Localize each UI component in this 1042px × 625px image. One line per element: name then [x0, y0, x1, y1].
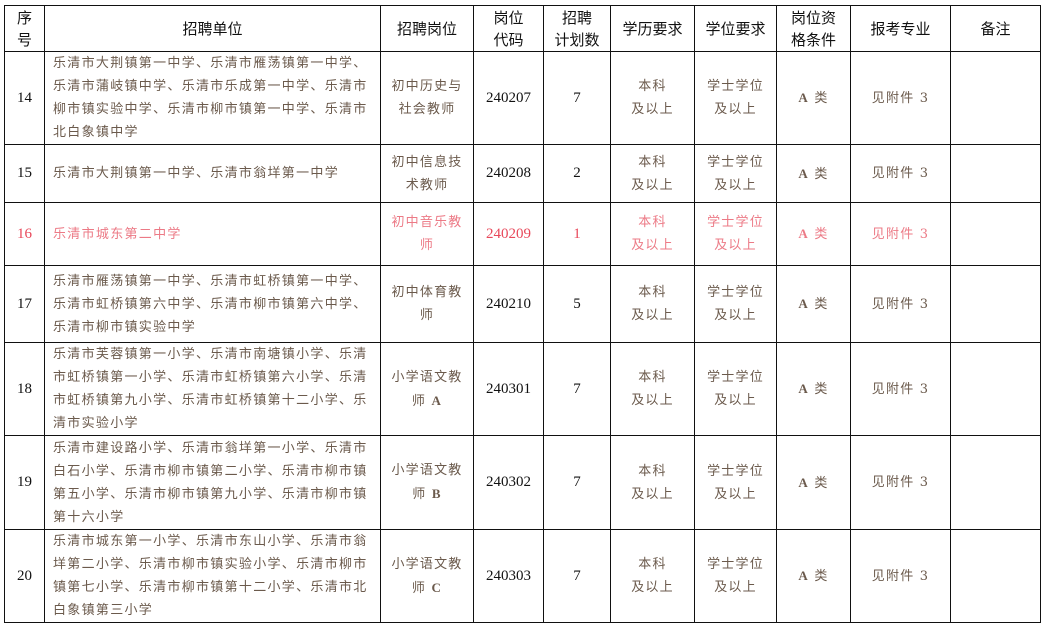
major-cell: 见附件 3 [850, 342, 951, 436]
table-row: 15 乐清市大荆镇第一中学、乐清市翁垟第一中学 初中信息技 术教师 240208 2 本科及… [4, 144, 1041, 203]
seq-cell: 20 [4, 529, 45, 623]
table-row: 14 乐清市大荆镇第一中学、乐清市雁荡镇第一中学、乐清市蒲岐镇中学、乐清市乐成第一… [4, 51, 1041, 145]
post-text: 初中信息技 术教师 [391, 154, 463, 193]
degree-cell: 学士学位 及以上 [694, 144, 777, 203]
recruitment-table: 序号 招聘单位 招聘岗位 岗位 代码 招聘 计划数 学历要求 学位要求 岗位资 格条件… [4, 5, 1041, 623]
header-seq: 序号 [4, 5, 45, 52]
note-cell [950, 342, 1041, 436]
note-cell [950, 202, 1041, 266]
unit-cell: 乐清市城东第二中学 [44, 202, 381, 266]
qualification-cell: A 类 [776, 144, 851, 203]
major-cell: 见附件 3 [850, 435, 951, 530]
code-cell: 240208 [473, 144, 544, 203]
note-cell [950, 144, 1041, 203]
major-cell: 见附件 3 [850, 202, 951, 266]
post-text: 初中体育教师 [391, 285, 463, 323]
header-post: 招聘岗位 [380, 5, 474, 52]
plan-cell: 2 [543, 144, 611, 203]
plan-cell: 7 [543, 435, 611, 530]
post-cell: 小学语文教师 B [380, 435, 474, 530]
post-cell: 初中历史与 社会教师 [380, 51, 474, 145]
table-row: 20 乐清市城东第一小学、乐清市东山小学、乐清市翁垟第二小学、乐清市柳市镇实验小学… [4, 529, 1041, 623]
major-cell: 见附件 3 [850, 529, 951, 623]
note-cell [950, 529, 1041, 623]
post-cell: 初中信息技 术教师 [380, 144, 474, 203]
post-cell: 小学语文教师 A [380, 342, 474, 436]
major-cell: 见附件 3 [850, 51, 951, 145]
note-cell [950, 51, 1041, 145]
unit-cell: 乐清市大荆镇第一中学、乐清市雁荡镇第一中学、乐清市蒲岐镇中学、乐清市乐成第一中学… [44, 51, 381, 145]
qualification-cell: A 类 [776, 342, 851, 436]
plan-cell: 7 [543, 51, 611, 145]
plan-cell: 5 [543, 265, 611, 343]
header-major: 报考专业 [850, 5, 951, 52]
plan-cell: 1 [543, 202, 611, 266]
header-education: 学历要求 [610, 5, 695, 52]
header-row: 序号 招聘单位 招聘岗位 岗位 代码 招聘 计划数 学历要求 学位要求 岗位资 格条件… [4, 5, 1041, 52]
post-text: 初中音乐教师 [391, 215, 463, 253]
qualification-cell: A 类 [776, 265, 851, 343]
degree-cell: 学士学位 及以上 [694, 435, 777, 530]
code-cell: 240207 [473, 51, 544, 145]
degree-cell: 学士学位 及以上 [694, 265, 777, 343]
qualification-cell: A 类 [776, 51, 851, 145]
plan-cell: 7 [543, 529, 611, 623]
table-row: 19 乐清市建设路小学、乐清市翁垟第一小学、乐清市白石小学、乐清市柳市镇第二小学、… [4, 435, 1041, 530]
degree-cell: 学士学位 及以上 [694, 51, 777, 145]
qualification-cell: A 类 [776, 529, 851, 623]
post-text: 小学语文教师 A [391, 369, 463, 409]
header-code: 岗位 代码 [473, 5, 544, 52]
code-cell: 240302 [473, 435, 544, 530]
major-cell: 见附件 3 [850, 144, 951, 203]
education-cell: 本科 及以上 [610, 342, 695, 436]
table-row: 16 乐清市城东第二中学 初中音乐教师 240209 1 本科 及以上 学士学位 及以上 A 类见… [4, 202, 1041, 266]
note-cell [950, 435, 1041, 530]
code-cell: 240209 [473, 202, 544, 266]
post-cell: 小学语文教师 C [380, 529, 474, 623]
seq-cell: 16 [4, 202, 45, 266]
header-unit: 招聘单位 [44, 5, 381, 52]
unit-cell: 乐清市城东第一小学、乐清市东山小学、乐清市翁垟第二小学、乐清市柳市镇实验小学、乐… [44, 529, 381, 623]
degree-cell: 学士学位 及以上 [694, 529, 777, 623]
note-cell [950, 265, 1041, 343]
degree-cell: 学士学位 及以上 [694, 342, 777, 436]
unit-cell: 乐清市大荆镇第一中学、乐清市翁垟第一中学 [44, 144, 381, 203]
qualification-cell: A 类 [776, 435, 851, 530]
post-cell: 初中体育教师 [380, 265, 474, 343]
seq-cell: 17 [4, 265, 45, 343]
unit-cell: 乐清市雁荡镇第一中学、乐清市虹桥镇第一中学、乐清市虹桥镇第六中学、乐清市柳市镇第… [44, 265, 381, 343]
education-cell: 本科 及以上 [610, 202, 695, 266]
code-cell: 240210 [473, 265, 544, 343]
seq-cell: 14 [4, 51, 45, 145]
education-cell: 本科 及以上 [610, 435, 695, 530]
post-text: 小学语文教师 B [391, 463, 463, 502]
code-cell: 240303 [473, 529, 544, 623]
post-text: 初中历史与 社会教师 [391, 79, 463, 117]
education-cell: 本科 及以上 [610, 51, 695, 145]
unit-cell: 乐清市建设路小学、乐清市翁垟第一小学、乐清市白石小学、乐清市柳市镇第二小学、乐清… [44, 435, 381, 530]
post-cell: 初中音乐教师 [380, 202, 474, 266]
degree-cell: 学士学位 及以上 [694, 202, 777, 266]
seq-cell: 18 [4, 342, 45, 436]
seq-cell: 15 [4, 144, 45, 203]
education-cell: 本科 及以上 [610, 265, 695, 343]
qualification-cell: A 类 [776, 202, 851, 266]
header-qualification: 岗位资 格条件 [776, 5, 851, 52]
header-degree: 学位要求 [694, 5, 777, 52]
seq-cell: 19 [4, 435, 45, 530]
table-row: 18 乐清市芙蓉镇第一小学、乐清市南塘镇小学、乐清市虹桥镇第一小学、乐清市虹桥镇第… [4, 342, 1041, 436]
plan-cell: 7 [543, 342, 611, 436]
education-cell: 本科 及以上 [610, 529, 695, 623]
code-cell: 240301 [473, 342, 544, 436]
table-row: 17 乐清市雁荡镇第一中学、乐清市虹桥镇第一中学、乐清市虹桥镇第六中学、乐清市柳市… [4, 265, 1041, 343]
unit-cell: 乐清市芙蓉镇第一小学、乐清市南塘镇小学、乐清市虹桥镇第一小学、乐清市虹桥镇第六小… [44, 342, 381, 436]
header-note: 备注 [950, 5, 1041, 52]
post-text: 小学语文教师 C [391, 556, 463, 596]
major-cell: 见附件 3 [850, 265, 951, 343]
header-plan: 招聘 计划数 [543, 5, 611, 52]
education-cell: 本科 及以上 [610, 144, 695, 203]
